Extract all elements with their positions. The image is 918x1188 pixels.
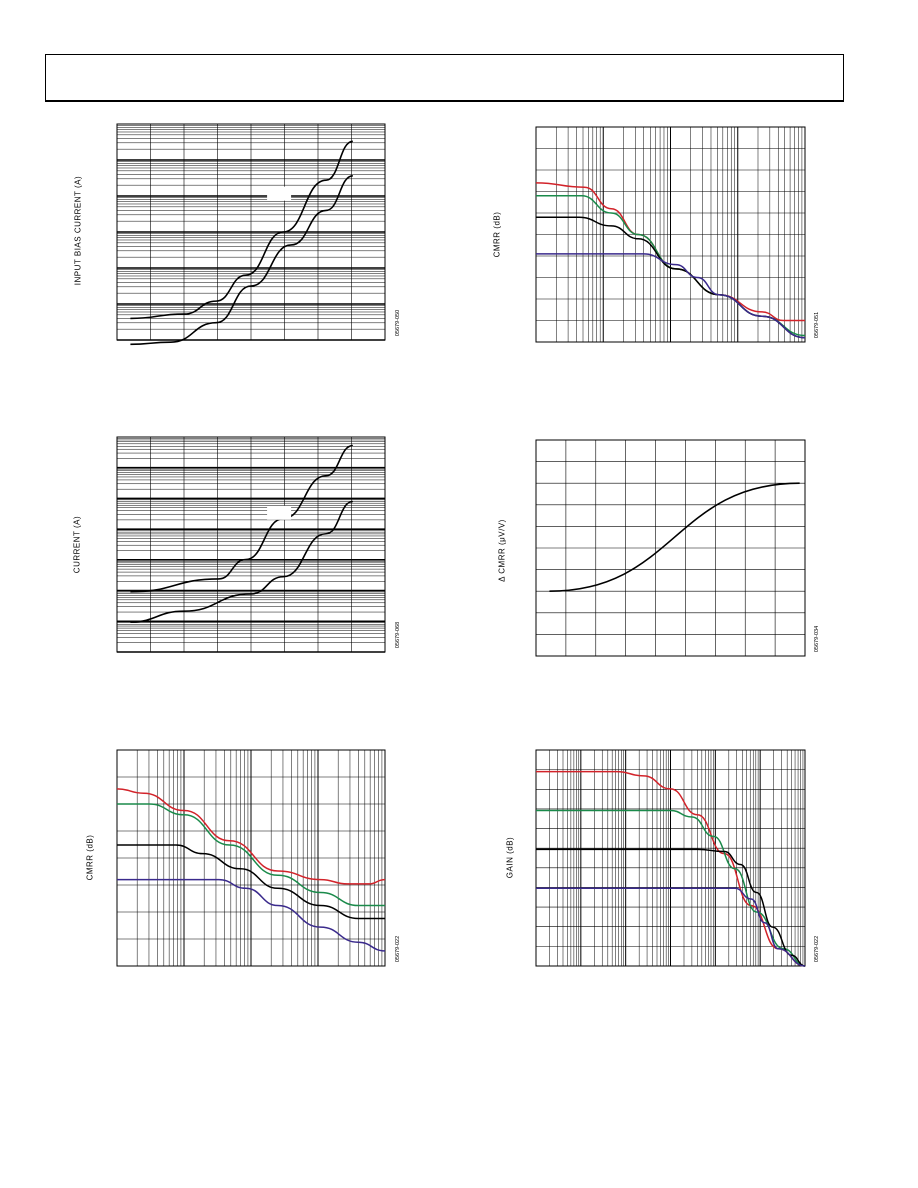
label-mask xyxy=(267,505,292,520)
series-line-black-1 xyxy=(130,500,354,623)
chart-cmrr-frequency-2 xyxy=(116,749,386,967)
series-line-black-0 xyxy=(130,444,354,593)
chart-svg-fig-cmrr-freq-2 xyxy=(116,749,386,967)
gridlines xyxy=(536,440,805,656)
series-line-green-1 xyxy=(116,803,385,907)
label-mask xyxy=(267,186,292,201)
series-line-black-0 xyxy=(549,482,800,592)
gridlines xyxy=(117,437,385,653)
chart-delta-cmrr xyxy=(535,439,806,657)
gridlines xyxy=(535,127,805,342)
plot-frame xyxy=(116,436,386,653)
gridlines xyxy=(535,750,805,966)
chart-input-bias-current xyxy=(116,123,386,346)
plot-frame xyxy=(535,439,806,657)
chart-svg-fig-cmrr-freq xyxy=(535,126,806,343)
page-header-box xyxy=(45,54,844,102)
y-axis-label-cmrr-2: CMRR (dB) xyxy=(85,834,95,881)
series-line-red-0 xyxy=(116,788,386,885)
plot-frame xyxy=(116,749,386,967)
chart-svg-fig-bias-temp xyxy=(116,123,386,346)
figure-number-1: 05679-050 xyxy=(395,309,401,337)
gridlines xyxy=(117,124,385,341)
series-line-black-1 xyxy=(130,175,354,346)
figure-number-6: 05679-022 xyxy=(814,935,820,963)
chart-svg-fig-current-temp xyxy=(116,436,386,653)
series-line-black-0 xyxy=(130,140,354,320)
chart-gain-frequency xyxy=(535,749,806,967)
series-line-purple-3 xyxy=(535,887,806,967)
chart-svg-fig-gain-freq xyxy=(535,749,806,967)
plot-frame xyxy=(535,126,806,343)
plot-frame xyxy=(535,749,806,967)
series-line-purple-3 xyxy=(536,253,806,339)
figure-number-2: 05679-051 xyxy=(814,311,820,339)
y-axis-label-delta-cmrr: Δ CMRR (μV/V) xyxy=(497,519,507,582)
chart-cmrr-frequency xyxy=(535,126,806,343)
series-line-red-0 xyxy=(536,770,806,967)
plot-frame xyxy=(116,123,386,341)
chart-svg-fig-delta-cmrr xyxy=(535,439,806,657)
y-axis-label-current: CURRENT (A) xyxy=(72,515,82,574)
series-line-green-1 xyxy=(536,809,806,967)
y-axis-label-input-bias-current: INPUT BIAS CURRENT (A) xyxy=(73,175,83,286)
figure-number-5: 05679-022 xyxy=(395,935,401,963)
y-axis-label-gain: GAIN (dB) xyxy=(505,836,515,879)
figure-number-4: 05679-034 xyxy=(814,625,820,653)
figure-number-3: 05679-068 xyxy=(395,621,401,649)
series-line-purple-3 xyxy=(117,878,386,952)
y-axis-label-cmrr-1: CMRR (dB) xyxy=(492,211,502,258)
chart-current xyxy=(116,436,386,653)
series-line-black-2 xyxy=(117,844,385,920)
